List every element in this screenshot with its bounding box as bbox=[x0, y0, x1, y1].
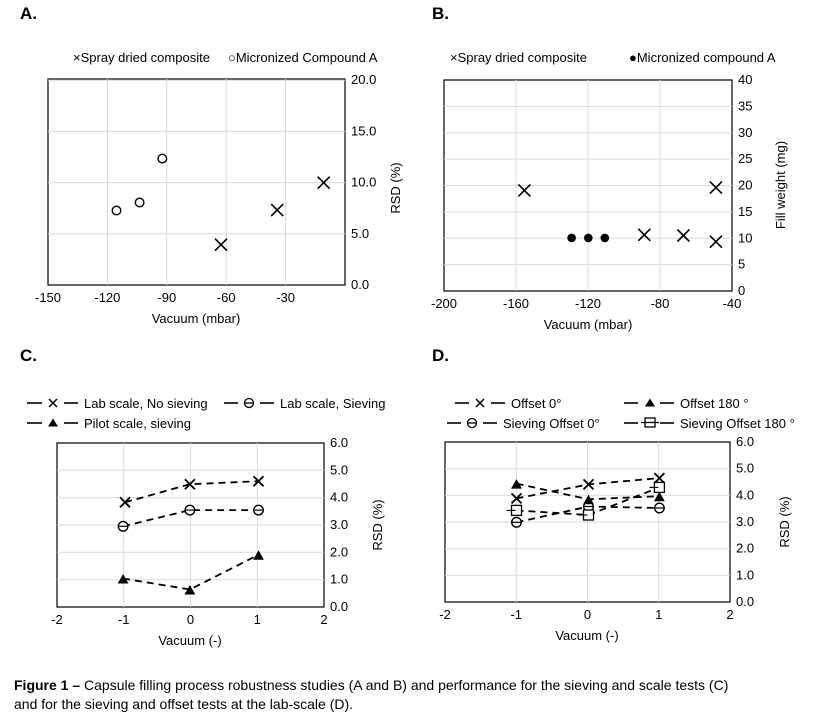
svg-text:15: 15 bbox=[738, 204, 752, 219]
svg-text:0: 0 bbox=[738, 283, 745, 298]
svg-text:RSD (%): RSD (%) bbox=[777, 496, 792, 547]
svg-text:B.: B. bbox=[432, 4, 449, 23]
svg-text:10: 10 bbox=[738, 230, 752, 245]
svg-text:1: 1 bbox=[254, 612, 261, 627]
svg-text:6.0: 6.0 bbox=[736, 434, 754, 449]
svg-text:-1: -1 bbox=[118, 612, 130, 627]
svg-text:●Micronized compound A: ●Micronized compound A bbox=[629, 50, 776, 65]
svg-text:20.0: 20.0 bbox=[351, 72, 376, 87]
svg-text:Vacuum (-): Vacuum (-) bbox=[158, 633, 221, 648]
svg-text:Vacuum (mbar): Vacuum (mbar) bbox=[544, 317, 633, 332]
svg-text:3.0: 3.0 bbox=[330, 517, 348, 532]
svg-text:Lab scale, No sieving: Lab scale, No sieving bbox=[84, 396, 208, 411]
svg-text:Sieving Offset 0°: Sieving Offset 0° bbox=[503, 416, 600, 431]
svg-text:-200: -200 bbox=[431, 296, 457, 311]
svg-text:Offset 180 °: Offset 180 ° bbox=[680, 396, 749, 411]
svg-text:Vacuum (mbar): Vacuum (mbar) bbox=[152, 311, 241, 326]
svg-text:1: 1 bbox=[655, 607, 662, 622]
svg-text:-160: -160 bbox=[503, 296, 529, 311]
svg-text:Sieving Offset 180 °: Sieving Offset 180 ° bbox=[680, 416, 795, 431]
svg-text:-90: -90 bbox=[157, 290, 176, 305]
svg-text:-2: -2 bbox=[51, 612, 63, 627]
svg-text:-40: -40 bbox=[723, 296, 742, 311]
svg-text:1.0: 1.0 bbox=[736, 567, 754, 582]
svg-text:-120: -120 bbox=[575, 296, 601, 311]
svg-text:A.: A. bbox=[20, 4, 37, 23]
svg-text:0: 0 bbox=[584, 607, 591, 622]
svg-text:3.0: 3.0 bbox=[736, 514, 754, 529]
svg-text:×Spray dried composite: ×Spray dried composite bbox=[450, 50, 587, 65]
svg-text:5.0: 5.0 bbox=[330, 462, 348, 477]
svg-text:2.0: 2.0 bbox=[736, 541, 754, 556]
svg-text:15.0: 15.0 bbox=[351, 123, 376, 138]
svg-text:RSD (%): RSD (%) bbox=[388, 162, 403, 213]
svg-text:1.0: 1.0 bbox=[330, 572, 348, 587]
svg-text:Offset 0°: Offset 0° bbox=[511, 396, 561, 411]
svg-text:35: 35 bbox=[738, 98, 752, 113]
svg-text:5.0: 5.0 bbox=[736, 461, 754, 476]
svg-text:0.0: 0.0 bbox=[351, 277, 369, 292]
svg-text:2: 2 bbox=[726, 607, 733, 622]
svg-text:Pilot scale, sieving: Pilot scale, sieving bbox=[84, 416, 191, 431]
svg-text:-30: -30 bbox=[276, 290, 295, 305]
svg-text:10.0: 10.0 bbox=[351, 175, 376, 190]
svg-text:-120: -120 bbox=[94, 290, 120, 305]
svg-text:×Spray dried composite: ×Spray dried composite bbox=[73, 50, 210, 65]
svg-text:6.0: 6.0 bbox=[330, 435, 348, 450]
svg-text:-150: -150 bbox=[35, 290, 61, 305]
svg-text:-1: -1 bbox=[510, 607, 522, 622]
svg-text:-2: -2 bbox=[439, 607, 451, 622]
svg-text:5: 5 bbox=[738, 257, 745, 272]
svg-text:30: 30 bbox=[738, 125, 752, 140]
svg-text:-60: -60 bbox=[217, 290, 236, 305]
svg-text:2.0: 2.0 bbox=[330, 544, 348, 559]
svg-text:and for the sieving and offset: and for the sieving and offset tests at … bbox=[14, 696, 353, 712]
svg-text:Fill weight (mg): Fill weight (mg) bbox=[773, 141, 788, 229]
svg-text:40: 40 bbox=[738, 72, 752, 87]
svg-text:5.0: 5.0 bbox=[351, 226, 369, 241]
svg-text:20: 20 bbox=[738, 178, 752, 193]
svg-text:RSD (%): RSD (%) bbox=[370, 499, 385, 550]
svg-text:Lab scale, Sieving: Lab scale, Sieving bbox=[280, 396, 386, 411]
svg-text:2: 2 bbox=[320, 612, 327, 627]
svg-text:4.0: 4.0 bbox=[736, 487, 754, 502]
svg-text:Vacuum (-): Vacuum (-) bbox=[555, 628, 618, 643]
svg-text:0: 0 bbox=[187, 612, 194, 627]
svg-text:C.: C. bbox=[20, 346, 37, 365]
svg-text:0.0: 0.0 bbox=[736, 594, 754, 609]
svg-text:○Micronized Compound A: ○Micronized Compound A bbox=[228, 50, 378, 65]
svg-text:25: 25 bbox=[738, 151, 752, 166]
svg-text:4.0: 4.0 bbox=[330, 490, 348, 505]
svg-text:-80: -80 bbox=[651, 296, 670, 311]
svg-text:D.: D. bbox=[432, 346, 449, 365]
svg-text:Figure 1 – Capsule filling pro: Figure 1 – Capsule filling process robus… bbox=[14, 677, 728, 693]
svg-text:0.0: 0.0 bbox=[330, 599, 348, 614]
